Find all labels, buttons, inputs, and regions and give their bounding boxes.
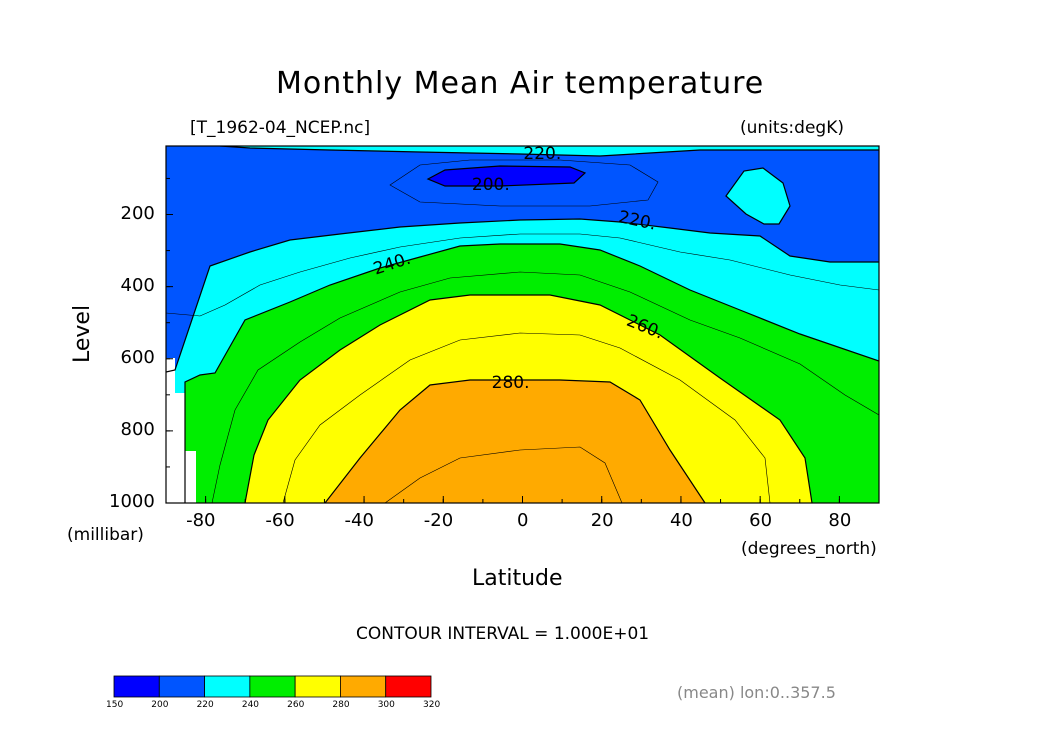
x-tick-label: -60 — [265, 510, 295, 531]
contour-lines — [166, 146, 879, 503]
colorbar-tick-label: 200 — [151, 700, 169, 710]
contour-interval: CONTOUR INTERVAL = 1.000E+01 — [356, 624, 650, 644]
band-220-240-top — [220, 146, 879, 156]
chart-title: Monthly Mean Air temperature — [276, 66, 765, 101]
y-tick-label: 600 — [120, 346, 155, 368]
colorbar-tick-label: 300 — [377, 700, 395, 710]
y-tick-label: 400 — [120, 274, 155, 296]
y-tick-label: 1000 — [109, 491, 155, 512]
colorbar-tick-label: 260 — [287, 700, 305, 710]
x-tick-label: 20 — [590, 510, 614, 531]
y-tick-label: 800 — [120, 418, 155, 440]
colorbar-swatch — [340, 675, 387, 698]
colorbar-tick-label: 320 — [423, 700, 441, 710]
colorbar-swatch — [385, 675, 432, 698]
x-tick-label: -40 — [344, 510, 374, 531]
y-axis-label: Level — [70, 304, 95, 363]
contour-label: 280. — [492, 373, 530, 393]
x-axis-units: (degrees_north) — [741, 539, 877, 559]
colorbar — [113, 675, 432, 698]
mean-label: (mean) lon:0..357.5 — [677, 683, 836, 702]
x-tick-label: -20 — [423, 510, 454, 531]
band-280-300 — [325, 380, 705, 503]
x-tick-label: -80 — [186, 510, 216, 531]
units-label: (units:degK) — [740, 118, 844, 138]
band-190-200 — [428, 166, 585, 186]
colorbar-swatch — [158, 675, 205, 698]
y-tick-marks — [166, 177, 173, 504]
colorbar-swatch — [113, 675, 160, 698]
colorbar-tick-label: 280 — [332, 700, 350, 710]
colorbar-swatch — [249, 675, 296, 698]
dataset-label: [T_1962-04_NCEP.nc] — [190, 118, 371, 138]
y-axis-units: (millibar) — [67, 525, 144, 545]
x-tick-marks — [165, 496, 880, 503]
colorbar-swatch — [294, 675, 341, 698]
contour-fills — [166, 146, 879, 503]
colorbar-tick-label: 220 — [196, 700, 214, 710]
colorbar-tick-label: 150 — [106, 700, 124, 710]
x-tick-label: 40 — [669, 510, 693, 531]
contour-label: 220. — [523, 144, 561, 164]
x-tick-label: 0 — [517, 510, 529, 531]
y-tick-label: 200 — [120, 202, 155, 224]
missing-data — [166, 358, 196, 503]
contour-label: 200. — [472, 175, 510, 195]
x-tick-label: 80 — [828, 510, 852, 531]
colorbar-swatch — [204, 675, 251, 698]
x-axis-label: Latitude — [472, 566, 563, 591]
colorbar-tick-label: 240 — [241, 700, 260, 710]
x-tick-label: 60 — [749, 510, 773, 531]
